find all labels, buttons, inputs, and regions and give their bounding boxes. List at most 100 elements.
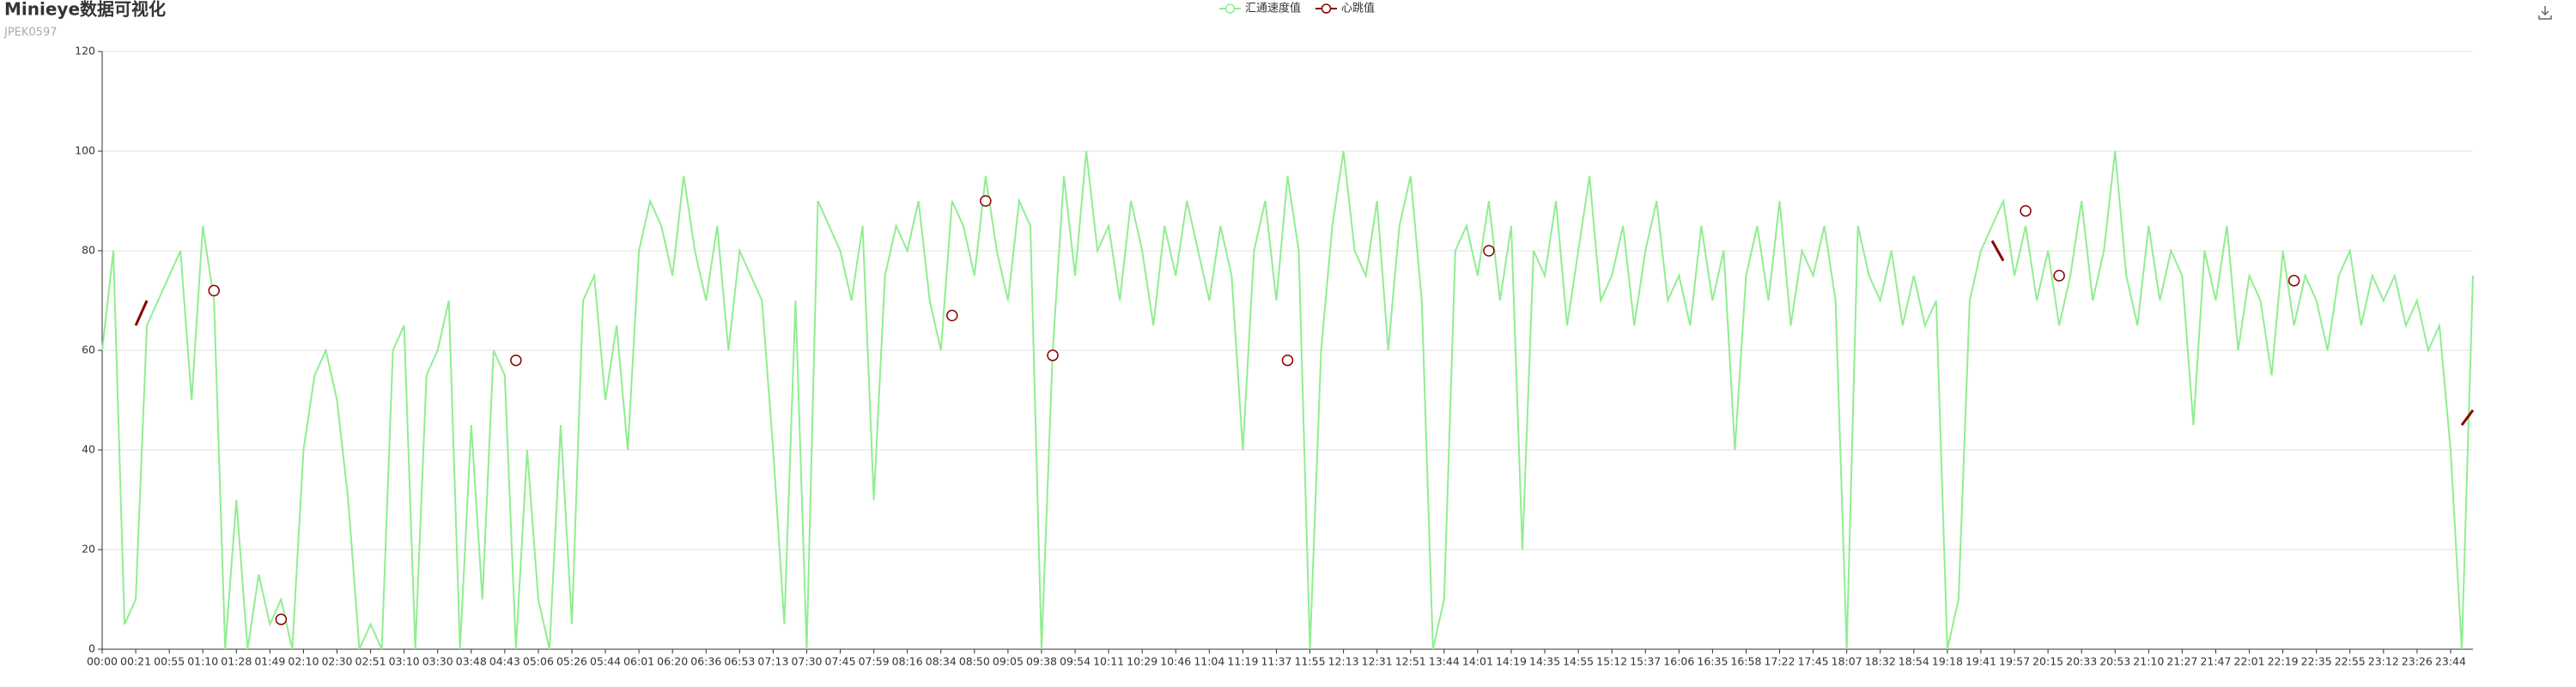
x-tick-label: 09:05 — [993, 655, 1024, 668]
point-marker — [2287, 275, 2300, 287]
x-tick-label: 00:00 — [87, 655, 118, 668]
x-tick-label: 23:12 — [2368, 655, 2399, 668]
y-tick-label: 60 — [82, 344, 95, 356]
x-tick-label: 21:27 — [2166, 655, 2197, 668]
x-tick-label: 06:53 — [724, 655, 755, 668]
x-tick-label: 23:44 — [2435, 655, 2466, 668]
x-tick-label: 18:32 — [1865, 655, 1896, 668]
point-marker — [275, 613, 288, 625]
x-tick-label: 06:36 — [690, 655, 721, 668]
x-tick-label: 20:53 — [2099, 655, 2130, 668]
x-tick-label: 17:22 — [1765, 655, 1795, 668]
y-tick-label: 120 — [75, 45, 95, 58]
x-tick-label: 14:19 — [1496, 655, 1527, 668]
y-tick-label: 20 — [82, 543, 95, 556]
x-tick-label: 01:28 — [221, 655, 252, 668]
point-marker — [946, 309, 958, 322]
x-tick-label: 07:45 — [825, 655, 856, 668]
x-tick-label: 02:10 — [288, 655, 319, 668]
x-tick-label: 10:11 — [1093, 655, 1124, 668]
x-tick-label: 21:10 — [2133, 655, 2164, 668]
x-tick-label: 07:30 — [791, 655, 822, 668]
x-tick-label: 14:01 — [1462, 655, 1493, 668]
legend-label: 汇通速度值 — [1245, 2, 1301, 15]
legend-label: 心跳值 — [1341, 2, 1375, 15]
x-tick-label: 15:37 — [1630, 655, 1661, 668]
series-line — [134, 240, 2475, 426]
x-tick-label: 23:26 — [2402, 655, 2433, 668]
x-tick-label: 01:49 — [254, 655, 285, 668]
x-tick-label: 01:10 — [187, 655, 218, 668]
x-tick-label: 22:19 — [2268, 655, 2299, 668]
x-tick-label: 19:18 — [1932, 655, 1963, 668]
x-tick-label: 18:54 — [1899, 655, 1929, 668]
x-tick-label: 03:48 — [456, 655, 487, 668]
point-marker — [2020, 204, 2032, 217]
legend-marker — [1224, 3, 1236, 14]
legend-marker — [1321, 3, 1332, 14]
x-tick-label: 22:35 — [2301, 655, 2332, 668]
x-tick-label: 12:13 — [1328, 655, 1359, 668]
point-marker — [1047, 350, 1059, 362]
point-marker — [208, 284, 220, 297]
point-marker — [510, 354, 522, 367]
x-tick-label: 02:30 — [321, 655, 352, 668]
point-marker — [1483, 245, 1495, 257]
point-marker — [980, 195, 992, 207]
x-tick-label: 07:13 — [757, 655, 788, 668]
x-tick-label: 11:37 — [1261, 655, 1291, 668]
x-tick-label: 04:43 — [489, 655, 520, 668]
download-icon — [2538, 6, 2552, 20]
x-tick-label: 11:19 — [1227, 655, 1258, 668]
x-tick-label: 14:55 — [1563, 655, 1594, 668]
point-marker — [1281, 354, 1294, 367]
x-tick-label: 03:10 — [389, 655, 420, 668]
x-tick-label: 08:16 — [892, 655, 923, 668]
x-tick-label: 09:38 — [1026, 655, 1057, 668]
x-tick-label: 02:51 — [355, 655, 386, 668]
chart-subtitle: JPEK0597 — [3, 27, 58, 40]
x-tick-label: 16:58 — [1730, 655, 1761, 668]
x-tick-label: 21:47 — [2200, 655, 2231, 668]
x-tick-label: 00:21 — [120, 655, 151, 668]
x-tick-label: 17:45 — [1798, 655, 1829, 668]
series-line — [101, 150, 2474, 650]
x-tick-label: 11:55 — [1295, 655, 1326, 668]
x-tick-label: 20:15 — [2032, 655, 2063, 668]
x-tick-label: 12:31 — [1362, 655, 1393, 668]
chart-title: Minieye数据可视化 — [4, 0, 166, 20]
x-tick-label: 09:54 — [1060, 655, 1091, 668]
y-tick-label: 80 — [82, 244, 95, 257]
x-tick-label: 06:01 — [623, 655, 654, 668]
x-tick-label: 19:57 — [1999, 655, 2030, 668]
x-tick-label: 05:26 — [556, 655, 587, 668]
x-tick-label: 13:44 — [1429, 655, 1460, 668]
x-tick-label: 12:51 — [1395, 655, 1426, 668]
x-tick-label: 06:20 — [657, 655, 688, 668]
x-tick-label: 11:04 — [1194, 655, 1224, 668]
x-tick-label: 22:01 — [2234, 655, 2265, 668]
x-tick-label: 14:35 — [1529, 655, 1560, 668]
y-tick-label: 0 — [88, 642, 95, 655]
x-tick-label: 10:29 — [1127, 655, 1157, 668]
point-marker — [2053, 270, 2065, 282]
x-tick-label: 08:34 — [926, 655, 957, 668]
x-tick-label: 05:06 — [523, 655, 554, 668]
x-tick-label: 22:55 — [2335, 655, 2366, 668]
x-tick-label: 07:59 — [859, 655, 890, 668]
x-tick-label: 16:35 — [1697, 655, 1728, 668]
x-tick-label: 08:50 — [959, 655, 990, 668]
download-button[interactable] — [2538, 6, 2552, 20]
y-tick-label: 40 — [82, 443, 95, 456]
x-tick-label: 03:30 — [422, 655, 453, 668]
x-tick-label: 15:12 — [1596, 655, 1627, 668]
x-tick-label: 16:06 — [1663, 655, 1694, 668]
x-tick-label: 10:46 — [1160, 655, 1191, 668]
legend: 汇通速度值 心跳值 — [1219, 2, 1375, 15]
x-tick-label: 19:41 — [1965, 655, 1996, 668]
x-tick-label: 00:55 — [154, 655, 185, 668]
x-tick-label: 20:33 — [2066, 655, 2097, 668]
x-tick-label: 18:07 — [1832, 655, 1862, 668]
